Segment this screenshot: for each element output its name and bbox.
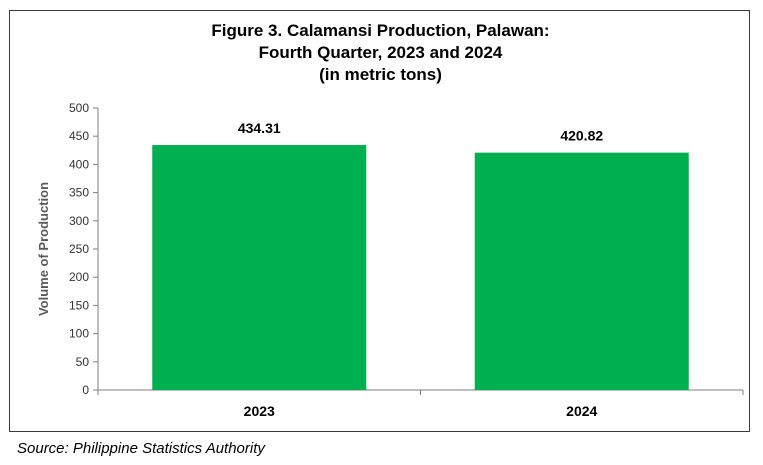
chart-frame: Figure 3. Calamansi Production, Palawan:… [9,10,750,432]
y-axis-title: Volume of Production [36,182,51,316]
data-label: 434.31 [238,120,281,136]
chart-title-line-1: Figure 3. Calamansi Production, Palawan: [211,21,550,40]
y-tick-label: 450 [69,129,89,143]
y-tick-label: 200 [69,270,89,284]
bar [474,152,689,390]
chart-title: Figure 3. Calamansi Production, Palawan:… [10,20,751,86]
y-tick-label: 50 [76,355,90,369]
chart-title-line-3: (in metric tons) [319,65,442,84]
y-tick-label: 500 [69,101,89,115]
x-tick-label: 2024 [566,403,597,419]
chart-title-line-2: Fourth Quarter, 2023 and 2024 [258,43,503,62]
x-tick-label: 2023 [244,403,275,419]
y-tick-label: 150 [69,298,89,312]
y-tick-label: 100 [69,327,89,341]
source-note: Source: Philippine Statistics Authority [17,440,265,457]
y-tick-label: 400 [69,157,89,171]
bar-chart: 0 50 100 150 200 250 300 350 400 450 500 Volume of … [36,101,744,419]
y-tick-label: 0 [82,383,89,397]
bar [152,145,367,390]
y-tick-label: 300 [69,214,89,228]
y-tick-label: 250 [69,242,89,256]
data-label: 420.82 [560,128,603,144]
y-tick-label: 350 [69,186,89,200]
